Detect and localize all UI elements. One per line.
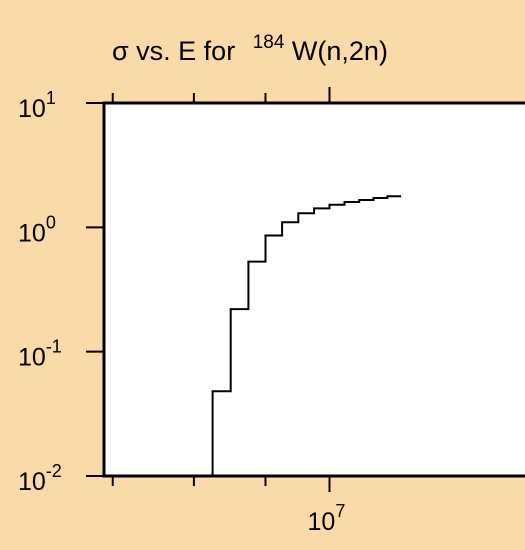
title-isotope-mass: 184: [253, 32, 285, 53]
chart-title: σ vs. E for 184 W(n,2n): [112, 24, 388, 66]
y-tick-labels: 101 100 10-1 10-2: [18, 88, 62, 496]
y-tick-label: 10-1: [18, 337, 62, 372]
title-prefix: σ vs. E for: [112, 36, 235, 66]
y-tick-label: 100: [18, 212, 56, 247]
series-step-line: [193, 195, 402, 477]
x-tick-label: 107: [308, 501, 346, 536]
y-tick-label: 10-2: [18, 461, 62, 496]
plot-area: [102, 101, 525, 478]
x-tick-labels: 107: [308, 501, 346, 536]
title-reaction: W(n,2n): [292, 36, 388, 66]
axis-ticks: [86, 87, 331, 492]
y-tick-label: 101: [18, 88, 56, 123]
